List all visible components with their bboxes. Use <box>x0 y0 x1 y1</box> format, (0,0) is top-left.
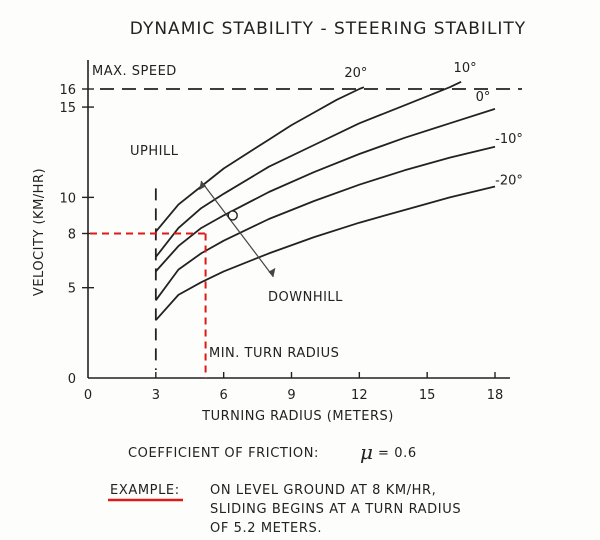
series-label: -10° <box>495 132 523 147</box>
example-label: EXAMPLE: <box>110 483 180 498</box>
example-line-2: SLIDING BEGINS AT A TURN RADIUS <box>210 502 461 517</box>
uphill-label: UPHILL <box>130 144 179 159</box>
series-label: -20° <box>495 174 523 189</box>
example-line-3: OF 5.2 METERS. <box>210 521 322 536</box>
max-speed-label: MAX. SPEED <box>92 64 177 79</box>
x-tick-label: 3 <box>152 388 160 403</box>
series-line-4 <box>155 145 496 301</box>
x-axis-label: TURNING RADIUS (METERS) <box>201 409 394 424</box>
downhill-label: DOWNHILL <box>268 290 343 305</box>
uphill-arrowhead <box>199 181 207 191</box>
series-label: 10° <box>454 61 477 76</box>
slope-center-marker <box>227 210 238 221</box>
downhill-arrowhead <box>268 267 276 277</box>
x-tick-label: 9 <box>287 388 295 403</box>
y-tick-label: 16 <box>59 83 76 98</box>
y-tick-label: 8 <box>68 228 76 243</box>
x-tick-label: 12 <box>351 388 368 403</box>
example-line-1: ON LEVEL GROUND AT 8 KM/HR, <box>210 483 436 498</box>
slope-arrow-line <box>200 180 274 278</box>
min-turn-radius-label: MIN. TURN RADIUS <box>209 346 339 361</box>
x-tick-label: 15 <box>419 388 436 403</box>
y-tick-label: 15 <box>59 101 76 116</box>
y-tick-label: 0 <box>68 372 76 387</box>
series-line-2 <box>155 80 462 258</box>
series-label: 0° <box>476 90 491 105</box>
series-line-5 <box>155 185 496 321</box>
x-tick-label: 18 <box>487 388 504 403</box>
x-tick-label: 6 <box>220 388 228 403</box>
x-tick-label: 0 <box>84 388 92 403</box>
friction-label: COEFFICIENT OF FRICTION: <box>128 446 319 461</box>
friction-value: = 0.6 <box>378 446 417 461</box>
series-line-3 <box>155 108 496 272</box>
y-axis-label: VELOCITY (KM/HR) <box>32 168 47 296</box>
chart-title: DYNAMIC STABILITY - STEERING STABILITY <box>130 19 526 39</box>
friction-symbol: μ <box>360 440 373 464</box>
series-label: 20° <box>344 66 367 81</box>
series-line-1 <box>155 86 365 233</box>
y-tick-label: 10 <box>59 191 76 206</box>
y-tick-label: 5 <box>68 282 76 297</box>
